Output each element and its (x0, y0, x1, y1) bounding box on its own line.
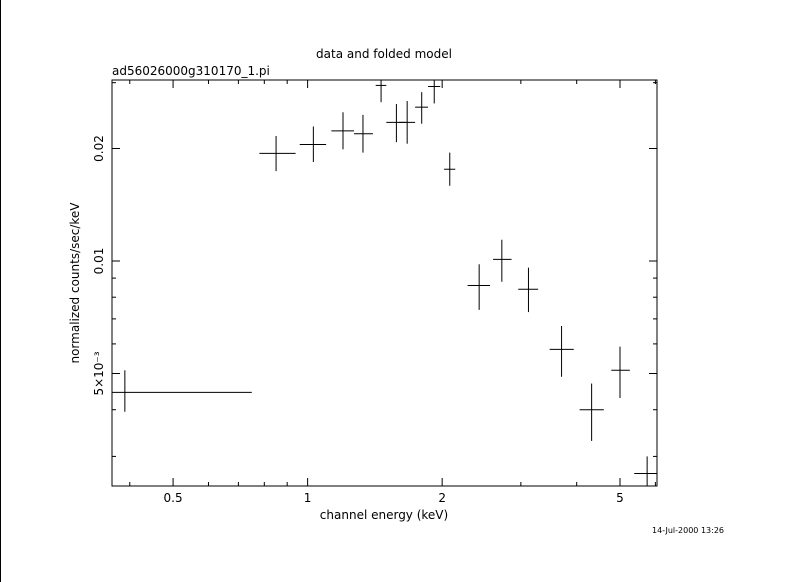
data-point (549, 325, 574, 377)
data-point (398, 100, 416, 144)
data-point (354, 114, 373, 153)
data-point (579, 383, 604, 441)
x-tick-label: 2 (438, 491, 446, 505)
chart-subtitle: ad56026000g310170_1.pi (112, 64, 270, 78)
x-axis-ticks: 0.5 1 2 5 (129, 80, 656, 505)
data-point (259, 136, 296, 172)
data-point (634, 456, 657, 486)
data-point (518, 267, 539, 313)
data-point (444, 152, 456, 186)
x-tick-label: 1 (304, 491, 312, 505)
data-point (112, 370, 252, 412)
window-left-border (0, 0, 1, 582)
data-point (611, 346, 630, 398)
data-point (375, 80, 387, 103)
y-tick-label: 0.02 (92, 135, 106, 162)
data-point (428, 80, 441, 104)
y-tick-label: 0.01 (92, 248, 106, 275)
data-point (299, 126, 327, 163)
data-point (386, 104, 406, 143)
data-points (112, 80, 657, 486)
x-tick-label: 5 (616, 491, 624, 505)
y-tick-label: 5×10⁻³ (92, 351, 106, 395)
data-point (493, 239, 512, 282)
data-point (415, 92, 429, 124)
data-point (467, 264, 491, 310)
chart-title: data and folded model (316, 47, 452, 61)
y-axis-ticks: 5×10⁻³ 0.01 0.02 (92, 82, 657, 457)
plot-frame (111, 79, 658, 487)
timestamp: 14-Jul-2000 13:26 (652, 526, 724, 535)
data-point (331, 112, 355, 150)
x-tick-label: 0.5 (164, 491, 183, 505)
y-axis-label: normalized counts/sec/keV (68, 202, 82, 364)
x-axis-label: channel energy (keV) (320, 508, 448, 522)
